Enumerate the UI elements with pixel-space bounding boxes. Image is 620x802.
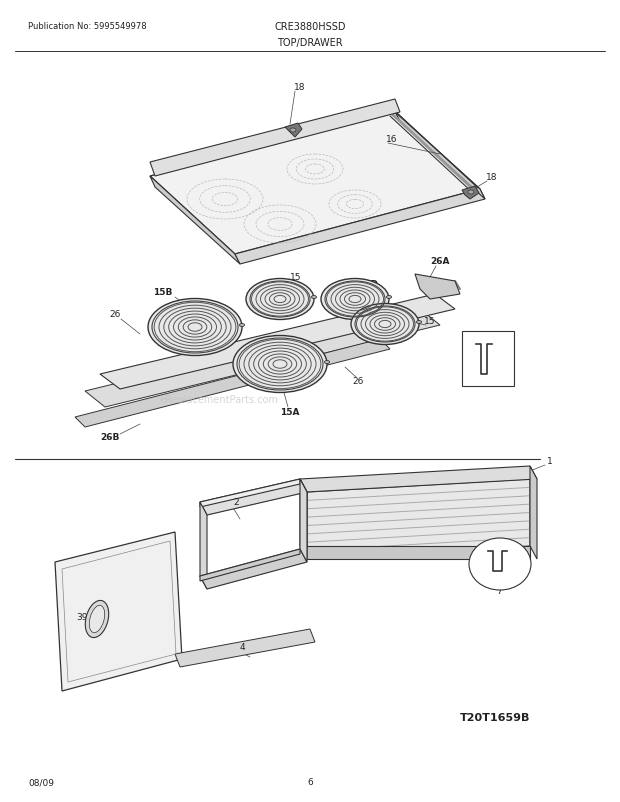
Polygon shape	[395, 113, 485, 200]
Text: 15B: 15B	[153, 288, 173, 297]
Polygon shape	[200, 480, 307, 516]
Ellipse shape	[311, 296, 316, 299]
Ellipse shape	[233, 336, 327, 393]
Text: 16: 16	[386, 136, 398, 144]
Ellipse shape	[468, 191, 474, 195]
Text: 6: 6	[307, 777, 313, 787]
Bar	[462, 331, 514, 387]
Ellipse shape	[324, 361, 329, 364]
Polygon shape	[55, 533, 182, 691]
Text: 18: 18	[486, 173, 498, 182]
Polygon shape	[300, 480, 307, 559]
Text: 1: 1	[547, 457, 553, 466]
Polygon shape	[75, 339, 390, 427]
Text: 26B: 26B	[100, 433, 120, 442]
Text: 4: 4	[239, 642, 245, 652]
Text: 15D: 15D	[358, 280, 378, 290]
Ellipse shape	[86, 601, 108, 638]
Text: 7: 7	[496, 587, 502, 596]
Text: 26A: 26A	[430, 257, 450, 266]
Ellipse shape	[89, 606, 105, 633]
Ellipse shape	[148, 299, 242, 356]
Polygon shape	[300, 546, 530, 559]
Polygon shape	[235, 190, 485, 265]
Text: 15: 15	[290, 273, 302, 282]
Polygon shape	[150, 100, 400, 176]
Text: T20T1659B: T20T1659B	[460, 712, 530, 722]
Polygon shape	[175, 630, 315, 667]
Polygon shape	[200, 549, 300, 581]
Text: TOP/DRAWER: TOP/DRAWER	[277, 38, 343, 48]
Polygon shape	[85, 310, 440, 407]
Polygon shape	[285, 124, 302, 138]
Polygon shape	[530, 467, 537, 559]
Text: 52: 52	[492, 332, 503, 341]
Ellipse shape	[351, 304, 419, 345]
Ellipse shape	[469, 538, 531, 590]
Text: 26: 26	[352, 377, 364, 386]
Polygon shape	[300, 467, 537, 492]
Ellipse shape	[417, 321, 422, 324]
Ellipse shape	[321, 279, 389, 320]
Text: 39: 39	[76, 613, 88, 622]
Ellipse shape	[246, 279, 314, 320]
Ellipse shape	[239, 324, 244, 327]
Polygon shape	[415, 274, 460, 300]
Polygon shape	[200, 480, 300, 508]
Polygon shape	[200, 549, 307, 589]
Text: CRE3880HSSD: CRE3880HSSD	[274, 22, 346, 32]
Polygon shape	[300, 480, 307, 562]
Ellipse shape	[386, 296, 391, 299]
Text: 15A: 15A	[280, 408, 299, 417]
Polygon shape	[150, 113, 480, 255]
Polygon shape	[150, 176, 240, 265]
Polygon shape	[200, 502, 207, 589]
Ellipse shape	[290, 129, 296, 133]
Polygon shape	[100, 294, 455, 390]
Text: 08/09: 08/09	[28, 777, 54, 787]
Text: 15: 15	[424, 317, 436, 326]
Text: 26: 26	[109, 310, 121, 319]
Text: 2: 2	[233, 498, 239, 507]
Text: eReplacementParts.com: eReplacementParts.com	[160, 395, 279, 404]
Polygon shape	[307, 480, 530, 559]
Text: Publication No: 5995549978: Publication No: 5995549978	[28, 22, 146, 31]
Text: 18: 18	[294, 83, 306, 92]
Polygon shape	[462, 187, 479, 200]
